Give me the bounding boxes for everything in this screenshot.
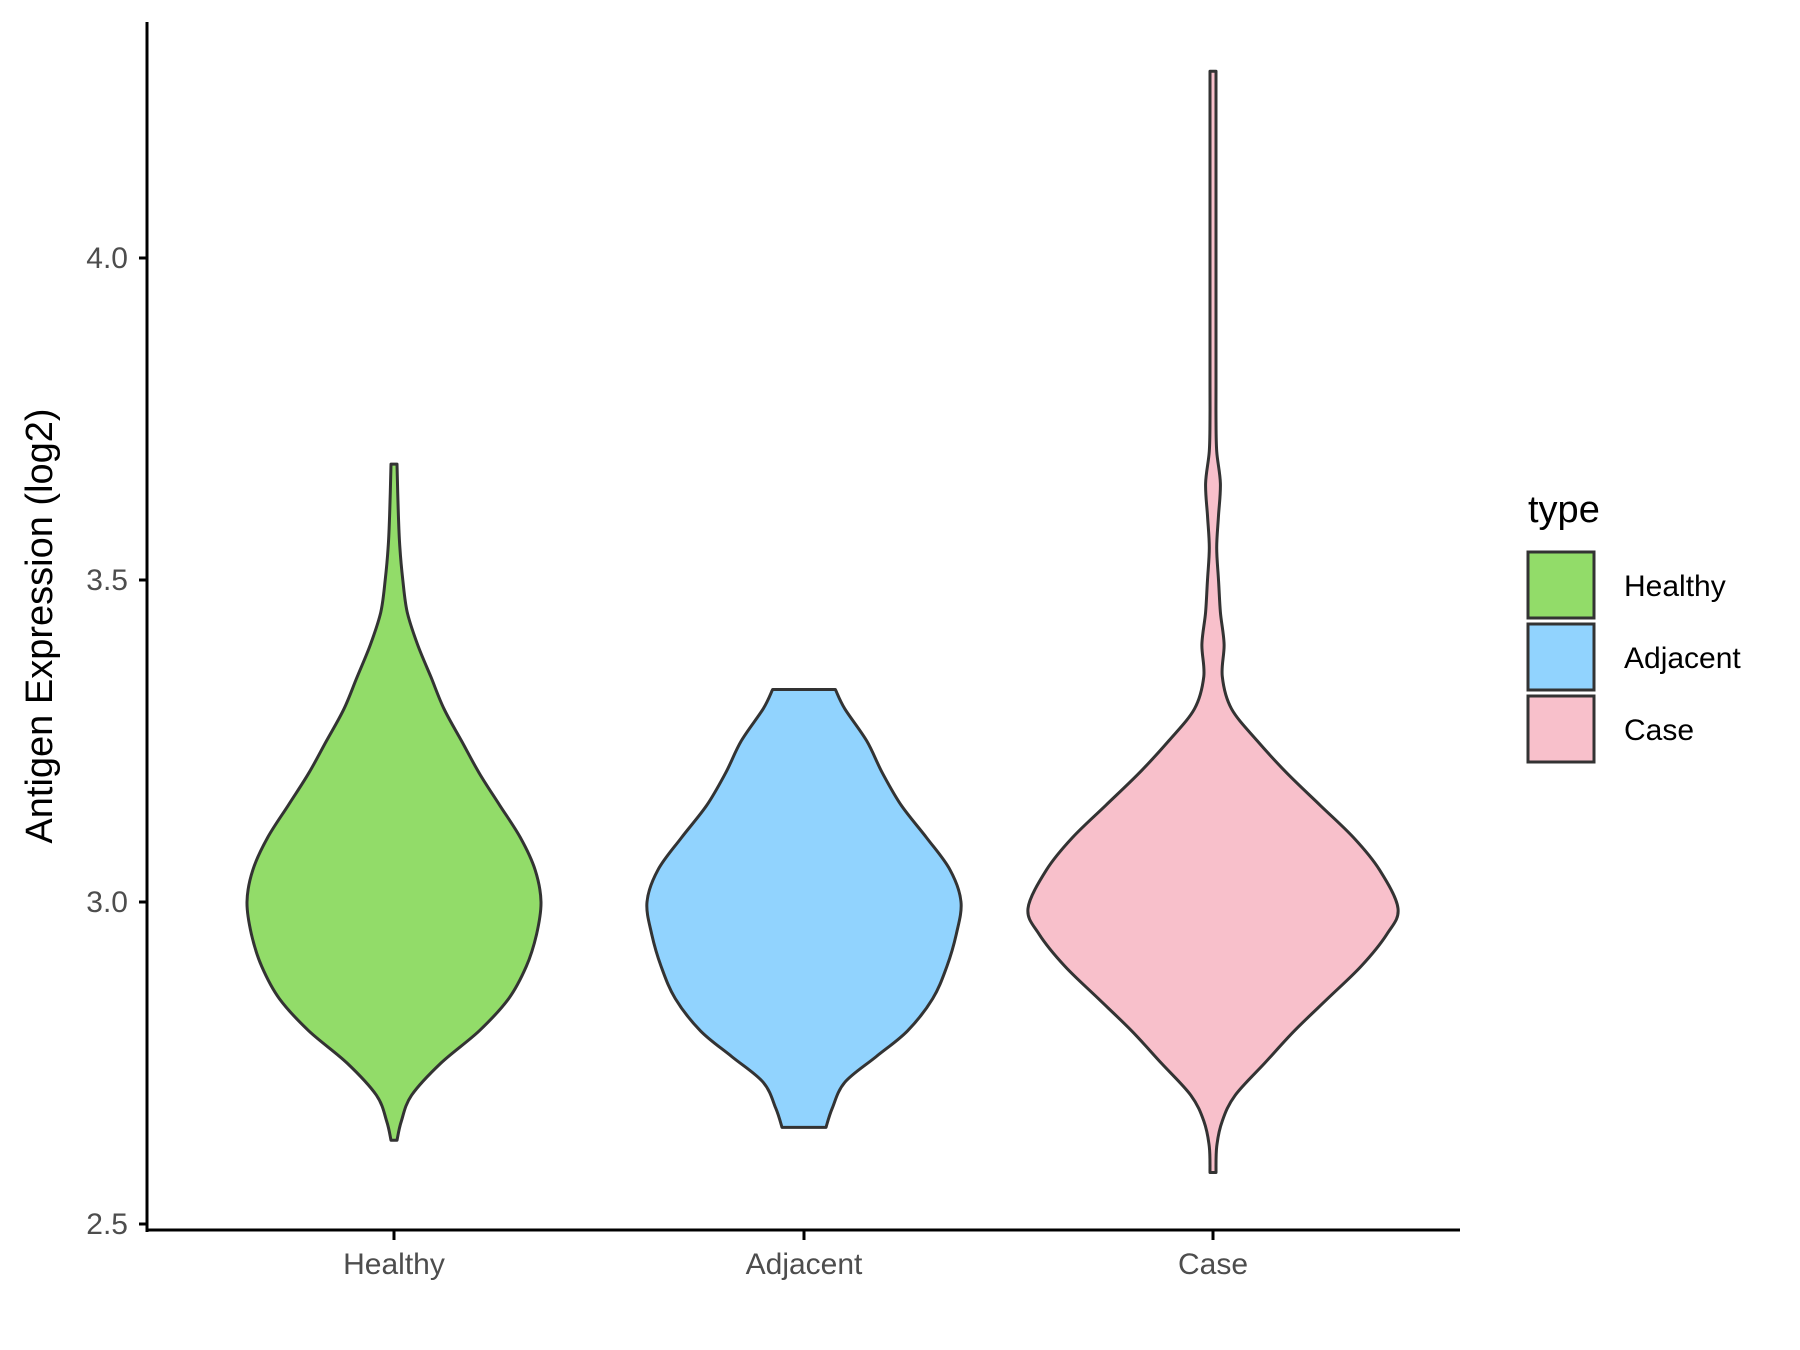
x-ticks: Healthy Adjacent Case: [343, 1231, 1248, 1281]
violins-layer: [245, 69, 1400, 1174]
legend-key-adjacent: [1526, 622, 1596, 692]
legend-key-healthy: [1526, 550, 1596, 620]
y-axis-title: Antigen Expression (log2): [19, 408, 61, 843]
axes-layer: [145, 22, 1460, 1232]
violin-adjacent: [645, 688, 963, 1129]
y-tick-label: 4.0: [86, 242, 128, 275]
legend-label: Adjacent: [1624, 642, 1741, 675]
violin-healthy: [245, 462, 543, 1142]
x-tick-label: Case: [1178, 1248, 1248, 1281]
legend-label: Case: [1624, 714, 1694, 747]
legend-key-case: [1526, 694, 1596, 764]
legend-entries: Healthy Adjacent Case: [1526, 550, 1741, 764]
y-tick-label: 2.5: [86, 1208, 128, 1241]
y-ticks: 2.5 3.0 3.5 4.0: [86, 242, 147, 1241]
legend-label: Healthy: [1624, 570, 1726, 603]
y-tick-label: 3.5: [86, 564, 128, 597]
x-tick-label: Healthy: [343, 1248, 445, 1281]
legend-title: type: [1528, 489, 1600, 531]
x-tick-label: Adjacent: [746, 1248, 863, 1281]
legend: type Healthy Adjacent Case: [1526, 489, 1741, 764]
violin-case: [1026, 69, 1400, 1174]
y-tick-label: 3.0: [86, 886, 128, 919]
